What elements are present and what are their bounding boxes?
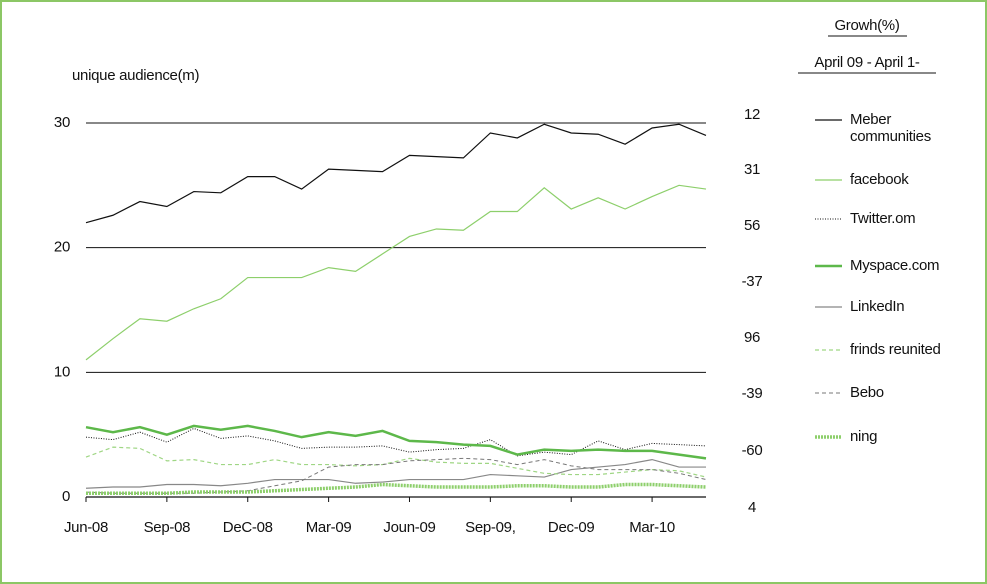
series-line [85, 458, 706, 489]
series-line [85, 184, 707, 361]
growth-value: 56 [744, 217, 760, 234]
growth-value: 96 [744, 329, 760, 346]
x-tick-label: DeC-08 [223, 519, 273, 536]
series-line [86, 482, 707, 496]
series-line [85, 424, 707, 460]
legend-label: Bebo [850, 384, 884, 401]
legend-label: Myspace.com [850, 257, 940, 274]
growth-value: 4 [748, 499, 756, 516]
x-tick-label: Mar-09 [306, 519, 352, 536]
y-tick-label: 0 [62, 488, 70, 505]
y-axis-label: unique audience(m) [72, 67, 199, 84]
legend-label: Twitter.om [850, 210, 916, 227]
growth-title: Growh(%) [834, 17, 899, 34]
x-tick-label: Mar-10 [629, 519, 675, 536]
y-tick-label: 30 [54, 114, 70, 131]
y-tick-label: 10 [54, 363, 70, 380]
growth-value: -60 [742, 442, 763, 459]
growth-value: -37 [742, 273, 763, 290]
x-tick-label: Dec-09 [548, 519, 595, 536]
series-line [85, 123, 707, 224]
x-tick-label: Joun-09 [383, 519, 435, 536]
x-tick-label: Sep-08 [144, 519, 191, 536]
legend-label: LinkedIn [850, 298, 905, 315]
legend-label: facebook [850, 171, 909, 188]
growth-value: 12 [744, 106, 760, 123]
legend-label: Meber communities [850, 111, 931, 145]
legend-label: ning [850, 428, 878, 445]
series-line [85, 446, 707, 478]
y-tick-label: 20 [54, 239, 70, 256]
growth-value: 31 [744, 161, 760, 178]
x-tick-label: Sep-09, [465, 519, 515, 536]
legend-label: frinds reunited [850, 341, 941, 358]
growth-subtitle: April 09 - April 1- [814, 54, 919, 71]
series-line [85, 427, 707, 457]
series-line [85, 457, 707, 494]
x-tick-label: Jun-08 [64, 519, 108, 536]
growth-value: -39 [742, 385, 763, 402]
